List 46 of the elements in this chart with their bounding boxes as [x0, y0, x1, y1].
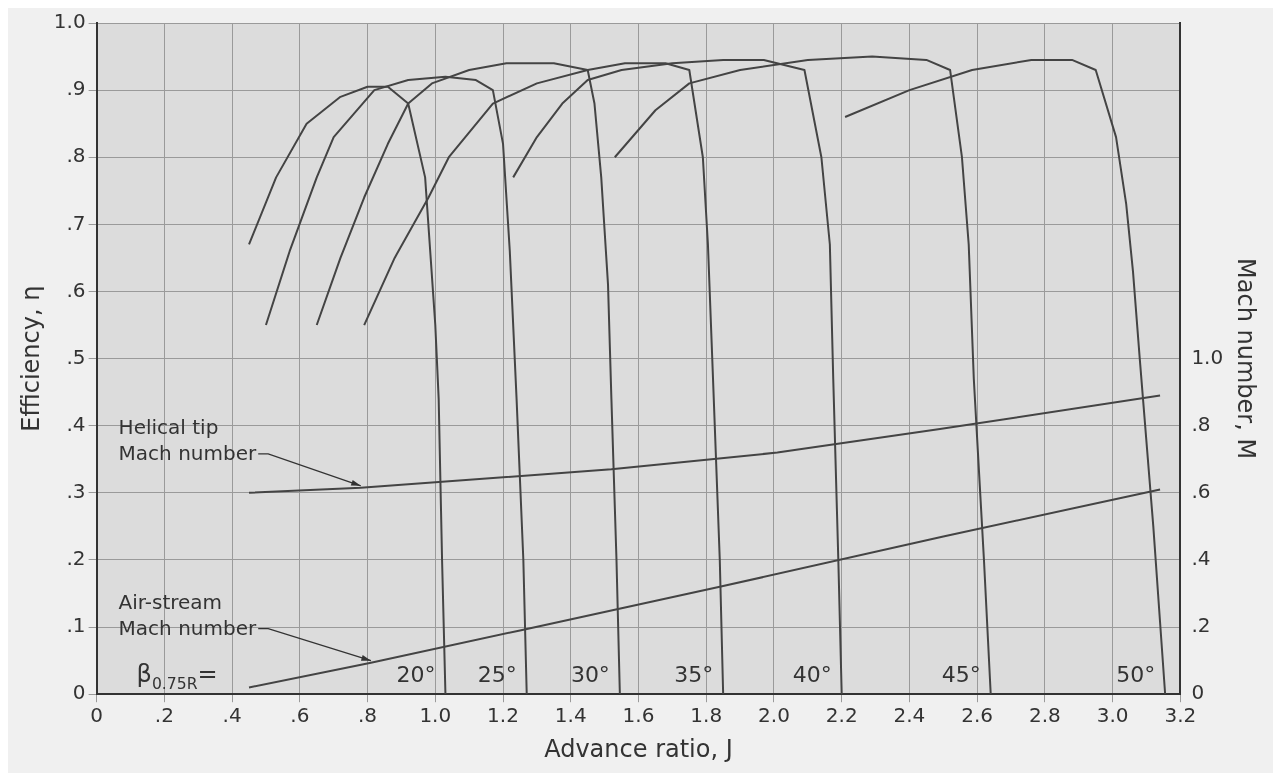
- x-tick-label: 1.8: [690, 703, 723, 728]
- x-tick-label: 2.6: [961, 703, 994, 728]
- x-tick-label: 1.2: [487, 703, 519, 728]
- y-tick-label: .2: [66, 546, 86, 571]
- x-tick-label: 3.2: [1164, 703, 1197, 728]
- x-tick-label: .4: [222, 703, 242, 728]
- y-tick-label: .7: [66, 210, 86, 235]
- y2-tick-label: .2: [1191, 613, 1211, 638]
- y-tick-label: .5: [66, 344, 86, 369]
- x-tick-label: 1.4: [554, 703, 587, 728]
- y-tick-label: .8: [66, 143, 86, 168]
- x-tick-label: 2.2: [825, 703, 858, 728]
- y2-tick-label: 1.0: [1191, 344, 1224, 369]
- series-label: Helical tip Mach number: [118, 414, 257, 465]
- x-tick-label: 2.8: [1029, 703, 1061, 728]
- x-tick-label: .8: [358, 703, 378, 728]
- y2-tick-label: .6: [1191, 479, 1211, 504]
- series-label: 25°: [477, 662, 517, 688]
- series-label: 50°: [1116, 662, 1156, 688]
- y-tick-label: 1.0: [53, 9, 86, 34]
- series-label: 20°: [396, 662, 436, 688]
- text: Air-stream Mach number: [118, 589, 257, 640]
- x-tick-label: 1.6: [622, 703, 655, 728]
- y-tick-label: 0: [72, 680, 86, 705]
- x-axis-title: Advance ratio, J: [544, 734, 733, 763]
- x-tick-label: 2.0: [758, 703, 790, 728]
- y-tick-label: .1: [66, 613, 86, 638]
- x-tick-label: 0: [90, 703, 103, 728]
- series-label: 40°: [792, 662, 832, 688]
- series-label: 30°: [570, 662, 610, 688]
- x-tick-label: 3.0: [1096, 703, 1129, 728]
- x-tick-label: .6: [290, 703, 310, 728]
- y-tick-label: .9: [66, 76, 86, 101]
- x-tick-label: 1.0: [419, 703, 452, 728]
- y-tick-label: .6: [66, 277, 86, 302]
- y2-tick-label: .4: [1191, 546, 1211, 571]
- series-label: 35°: [674, 662, 714, 688]
- y-tick-label: .4: [66, 411, 86, 436]
- y-axis-title: Efficiency, η: [16, 285, 45, 432]
- y2-tick-label: 0: [1191, 680, 1205, 705]
- series-label: 45°: [941, 662, 981, 688]
- y2-tick-label: .8: [1191, 411, 1211, 436]
- x-tick-label: 2.4: [893, 703, 926, 728]
- x-tick-label: .2: [154, 703, 174, 728]
- y-tick-label: .3: [66, 479, 86, 504]
- y2-axis-title: Mach number, M: [1232, 258, 1261, 460]
